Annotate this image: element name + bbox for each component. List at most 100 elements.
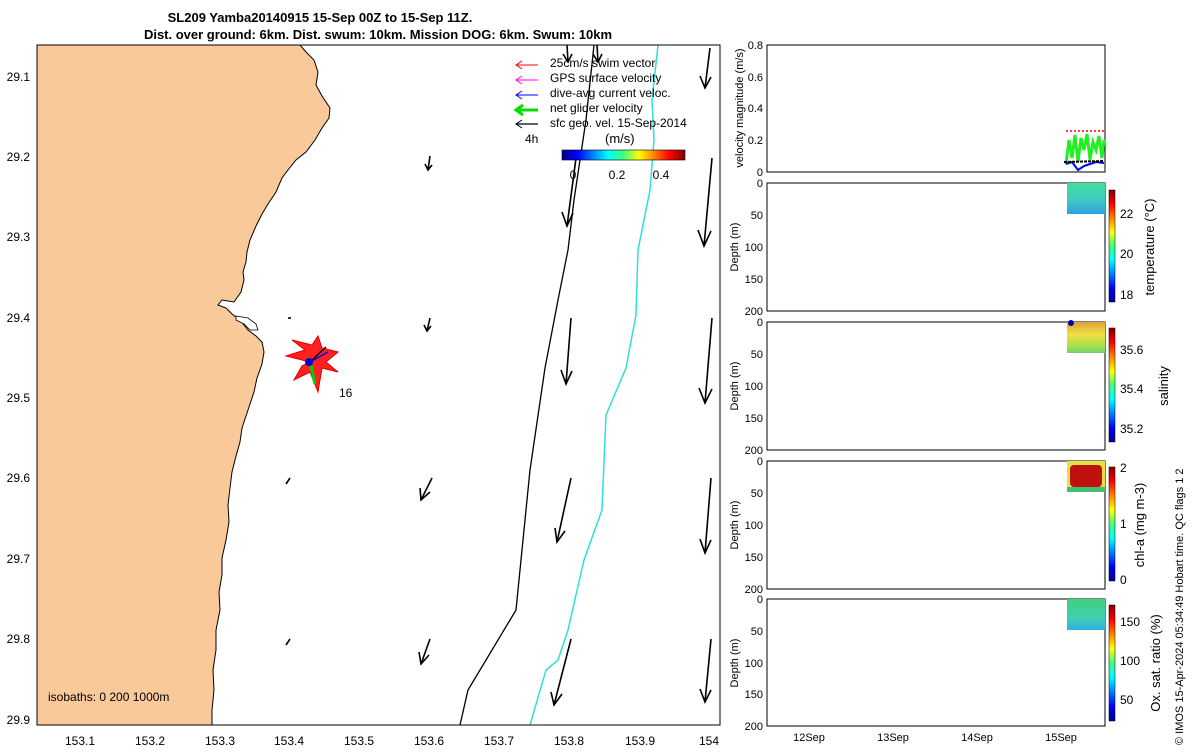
y-tick-label: 29.3 [7,230,31,244]
depth-tick: 50 [751,488,763,500]
depth-tick: 150 [745,689,763,701]
v-tick: 0.8 [748,40,763,52]
y-tick-label: 29.5 [7,391,31,405]
depth-tick: 200 [745,445,763,457]
temperature-panel: Depth (m) 0 50 100 150 200 18 20 22 temp… [729,178,1157,318]
isobath-1000m [529,45,659,725]
v-tick: 0.6 [748,72,763,84]
depth-tick: 50 [751,626,763,638]
cbar-tick: 20 [1120,247,1134,261]
velocity-traces [1063,130,1106,172]
legend-label: dive-avg current veloc. [550,86,671,100]
map-velocity-colorbar [561,149,686,161]
y-tick-label: 29.1 [7,70,31,84]
cbar-tick: 2 [1120,461,1127,475]
x-tick-label: 154 [699,734,719,748]
salinity-panel: Depth (m) 0 50 100 150 200 35.2 35.4 35.… [729,317,1171,457]
date-axis: 12Sep 13Sep 14Sep 15Sep [793,732,1077,744]
map-legend: 25cm/s swim vector GPS surface velocity … [513,56,687,130]
profile-frame [766,182,1106,312]
y-tick-label: 29.2 [7,150,31,164]
interval-label: 4h [525,132,538,146]
oxygen-section [1067,599,1105,630]
cbar-tick: 22 [1120,207,1134,221]
cbar-tick: 18 [1120,288,1134,302]
title-line-1: SL209 Yamba20140915 15-Sep 00Z to 15-Sep… [168,10,473,25]
geo-velocity-arrows [285,45,713,707]
depth-tick: 200 [745,306,763,318]
chlorophyll-colorbar [1108,466,1116,582]
legend-label: net glider velocity [550,101,643,115]
chlorophyll-panel: Depth (m) 0 50 100 150 200 0 1 2 chl-a (… [729,456,1147,596]
depth-tick: 100 [745,381,763,393]
glider-track [284,334,340,394]
estuary [235,315,259,331]
x-tick-label: 153.8 [554,734,584,748]
y-tick-label: 29.4 [7,311,31,325]
salinity-low-patch [1068,320,1074,326]
oxygen-panel: Depth (m) 0 50 100 150 200 50 100 150 Ox… [729,594,1163,733]
profile-frame [766,460,1106,590]
depth-tick: 0 [757,594,763,606]
velocity-panel: velocity magnitude (m/s) 0 0.2 0.4 0.6 0… [734,40,1106,179]
legend-item-swim: 25cm/s swim vector [515,56,655,70]
velocity-ylabel: velocity magnitude (m/s) [734,48,746,167]
depth-tick: 50 [751,210,763,222]
date-tick: 12Sep [793,732,825,744]
depth-tick: 50 [751,349,763,361]
chlorophyll-section-base [1067,487,1105,492]
depth-ylabel: Depth (m) [729,639,741,688]
cbar-label: chl-a (mg m-3) [1132,483,1147,568]
depth-tick: 0 [757,317,763,329]
cbar-tick: 35.2 [1120,422,1144,436]
map-panel: 16 25cm/s swim vector GPS surface veloci… [37,45,720,725]
map-y-axis: 29.1 29.2 29.3 29.4 29.5 29.6 29.7 29.8 … [7,70,31,727]
temperature-colorbar [1108,189,1116,303]
cbar-tick: 50 [1120,693,1134,707]
legend-item-net: net glider velocity [513,101,643,117]
current-trace [1065,160,1105,172]
glider-position [305,358,313,366]
y-tick-label: 29.8 [7,632,31,646]
y-tick-label: 29.6 [7,471,31,485]
glider-label: 16 [339,386,353,400]
depth-tick: 150 [745,552,763,564]
oxygen-colorbar [1108,604,1116,722]
depth-tick: 200 [745,584,763,596]
legend-item-sfc-geo: sfc geo. vel. 15-Sep-2014 [515,116,687,130]
colorbar-tick: 0.2 [609,168,626,182]
legend-item-gps: GPS surface velocity [515,71,661,85]
depth-tick: 200 [745,721,763,733]
colorbar-tick: 0 [570,168,577,182]
profile-frame [766,598,1106,727]
depth-tick: 0 [757,178,763,190]
title-line-2: Dist. over ground: 6km. Dist. swum: 10km… [144,27,612,42]
x-tick-label: 153.2 [135,734,165,748]
legend-label: 25cm/s swim vector [550,56,655,70]
v-tick: 0.4 [748,103,763,115]
v-tick: 0 [757,167,763,179]
credit-text: © IMOS 15-Apr-2024 05:34:49 Hobart time.… [1174,468,1186,745]
depth-tick: 150 [745,274,763,286]
salinity-colorbar [1108,327,1116,443]
date-tick: 15Sep [1045,732,1077,744]
cbar-tick: 150 [1120,615,1140,629]
cbar-tick: 100 [1120,654,1140,668]
cbar-label: Ox. sat. ratio (%) [1148,614,1163,712]
isobaths-label: isobaths: 0 200 1000m [48,690,169,704]
date-tick: 14Sep [961,732,993,744]
v-tick: 0.2 [748,135,763,147]
cbar-label: temperature (°C) [1142,199,1157,296]
cbar-tick: 35.4 [1120,382,1144,396]
cbar-tick: 0 [1120,573,1127,587]
colorbar-unit: (m/s) [605,131,635,146]
x-tick-label: 153.9 [625,734,655,748]
geo-velocity-trace [1063,160,1105,163]
profile-frame [766,321,1106,451]
cbar-tick: 1 [1120,517,1127,531]
map-frame [36,44,721,726]
temperature-section [1067,183,1105,214]
chlorophyll-section-core [1070,465,1102,487]
x-tick-label: 153.4 [274,734,304,748]
salinity-section [1067,322,1105,353]
